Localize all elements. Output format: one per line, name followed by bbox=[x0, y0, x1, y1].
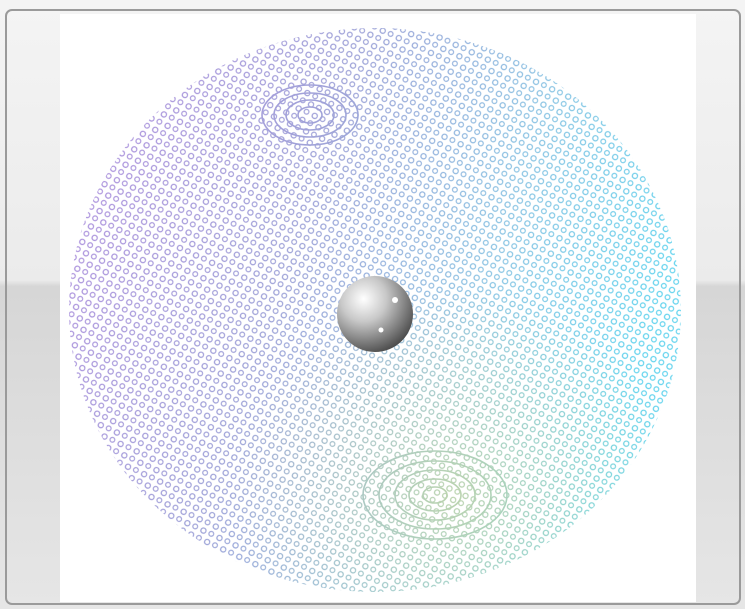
ball-highlight bbox=[378, 327, 384, 333]
central-ball bbox=[337, 276, 413, 352]
ball-highlight bbox=[392, 297, 398, 303]
frame-border bbox=[5, 9, 741, 605]
